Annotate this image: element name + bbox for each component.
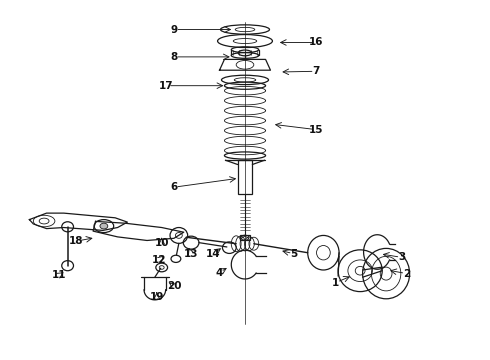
Text: 5: 5 — [291, 249, 297, 259]
Text: 18: 18 — [69, 236, 83, 246]
Text: 7: 7 — [312, 66, 320, 76]
Text: 16: 16 — [309, 37, 323, 48]
Bar — [238, 160, 252, 194]
Text: 9: 9 — [171, 24, 177, 35]
Text: 13: 13 — [184, 249, 198, 259]
Text: 4: 4 — [216, 267, 223, 278]
Text: 17: 17 — [159, 81, 174, 91]
Text: 12: 12 — [152, 255, 167, 265]
Text: 3: 3 — [398, 252, 405, 262]
Bar — [240, 235, 250, 240]
Text: 20: 20 — [167, 281, 181, 291]
Text: 6: 6 — [171, 182, 177, 192]
Text: 15: 15 — [309, 125, 323, 135]
Text: 2: 2 — [403, 269, 410, 279]
Text: 8: 8 — [171, 52, 177, 62]
Text: 11: 11 — [51, 270, 66, 280]
Text: 19: 19 — [149, 292, 164, 302]
Ellipse shape — [100, 223, 108, 229]
Text: 14: 14 — [206, 249, 220, 259]
Text: 10: 10 — [154, 238, 169, 248]
Text: 1: 1 — [332, 278, 339, 288]
